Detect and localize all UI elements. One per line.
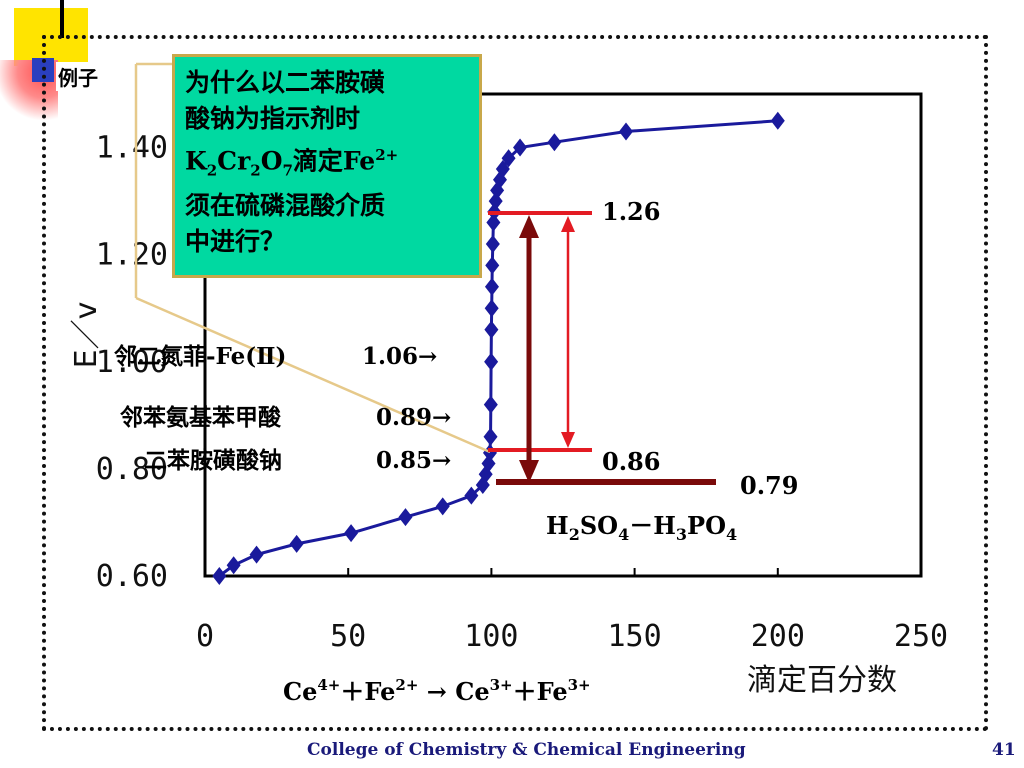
example-label: 例子	[56, 62, 100, 91]
x-tick-label: 150	[608, 619, 662, 654]
data-point	[398, 508, 413, 527]
data-point	[619, 122, 634, 141]
dark-arrow-head-down	[519, 460, 539, 483]
data-point	[483, 395, 498, 414]
y-axis: 0.60 0.80 1.00 1.20 1.40	[96, 131, 168, 594]
data-point	[483, 427, 498, 446]
data-point	[513, 138, 528, 157]
data-point	[770, 111, 785, 130]
page-number: 41	[992, 740, 1016, 760]
x-tick-label: 0	[196, 619, 214, 654]
x-tick-label: 50	[330, 619, 366, 654]
callout-line-1: 为什么以二苯胺磺	[185, 68, 386, 97]
indicator-1-value: 1.06→	[362, 343, 437, 370]
dark-arrow-head-up	[519, 215, 539, 238]
data-point	[435, 497, 450, 516]
indicator-2-name: 邻苯氨基苯甲酸	[120, 404, 282, 431]
data-point	[495, 159, 510, 178]
y-axis-label: E／v	[69, 302, 104, 369]
footer-institution: College of Chemistry & Chemical Engineer…	[307, 740, 746, 760]
y-tick-label: 1.40	[96, 131, 168, 166]
reaction-equation: Ce4+＋Fe2+ → Ce3+＋Fe3+	[283, 676, 591, 706]
callout-line-4: 须在硫磷混酸介质	[185, 191, 386, 221]
indicator-2-value: 0.89→	[376, 404, 451, 431]
data-point	[464, 486, 479, 505]
level-bottom-label: 0.79	[740, 471, 798, 500]
data-point	[289, 534, 304, 553]
y-tick-label: 1.20	[96, 238, 168, 273]
data-point	[249, 545, 264, 564]
callout-line-5: 中进行？	[185, 227, 286, 257]
medium-label: H2SO4－H3PO4	[546, 511, 737, 544]
data-point	[547, 133, 562, 152]
data-point	[484, 352, 499, 371]
data-point	[484, 320, 499, 339]
plot-area	[203, 92, 923, 578]
data-point	[344, 524, 359, 543]
x-axis-label: 滴定百分数	[747, 663, 897, 698]
data-point	[226, 556, 241, 575]
y-tick-label: 1.00	[96, 345, 168, 380]
indicator-3-value: 0.85→	[376, 447, 451, 474]
y-tick-label: 0.80	[96, 452, 168, 487]
data-point	[501, 149, 516, 168]
red-arrow-head-up	[561, 216, 575, 232]
x-tick-label: 200	[751, 619, 805, 654]
data-point	[485, 256, 500, 275]
x-tick-label: 250	[894, 619, 948, 654]
x-tick-label: 100	[464, 619, 518, 654]
question-callout-box: 为什么以二苯胺磺 酸钠为指示剂时 K2Cr2O7滴定Fe2+ 须在硫磷混酸介质 …	[172, 54, 482, 278]
data-point	[486, 213, 501, 232]
callout-line-2: 酸钠为指示剂时	[185, 104, 361, 133]
indicator-1-name: 邻二氮菲-Fe(Ⅱ)	[114, 343, 286, 370]
x-axis: 0 50 100 150 200 250	[196, 568, 948, 654]
callout-leader-line-3	[135, 296, 491, 454]
data-point	[484, 277, 499, 296]
data-point	[485, 234, 500, 253]
y-tick-label: 0.60	[96, 559, 168, 594]
corner-black-line	[60, 0, 64, 38]
data-point	[212, 567, 227, 585]
level-high-label: 1.26	[602, 197, 660, 226]
callout-line-3: K2Cr2O7滴定Fe2+	[185, 146, 399, 180]
slide-dotted-frame	[42, 35, 988, 731]
level-low-label: 0.86	[602, 447, 660, 476]
data-point	[484, 299, 499, 318]
red-arrow-head-down	[561, 432, 575, 448]
indicator-3-name: 二苯胺磺酸钠	[144, 447, 282, 474]
